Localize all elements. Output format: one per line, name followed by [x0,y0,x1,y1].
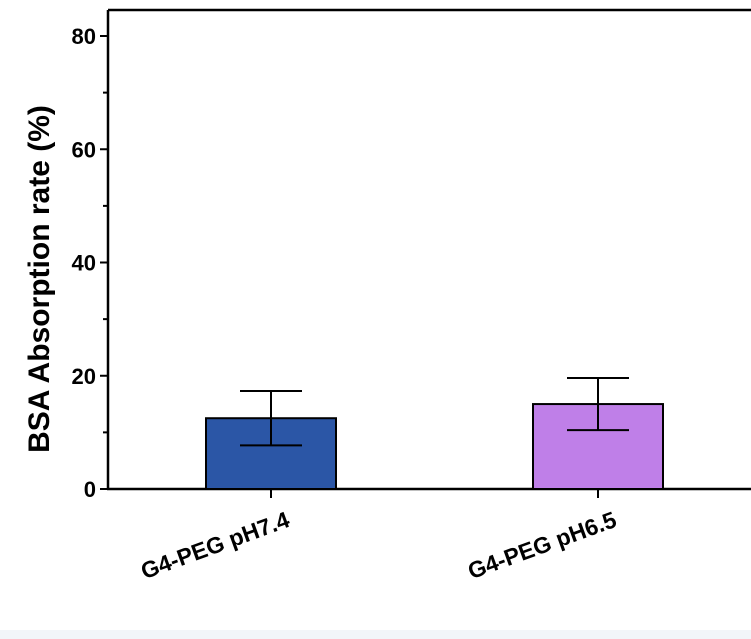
y-tick-label: 20 [72,364,96,389]
y-tick-label: 0 [84,477,96,502]
y-tick-label: 40 [72,251,96,276]
y-ticks: 0 20 40 60 80 [72,24,108,502]
bottom-strip [0,630,751,639]
bars [205,403,664,490]
x-tick-label: G4-PEG pH6.5 [464,506,620,584]
x-tick-label: G4-PEG pH7.4 [137,506,293,584]
category-labels: G4-PEG pH7.4 G4-PEG pH6.5 [137,506,620,584]
error-bars [240,377,629,447]
y-tick-label: 80 [72,24,96,49]
y-tick-label: 60 [72,137,96,162]
y-axis-title: BSA Absorption rate (%) [23,105,56,453]
